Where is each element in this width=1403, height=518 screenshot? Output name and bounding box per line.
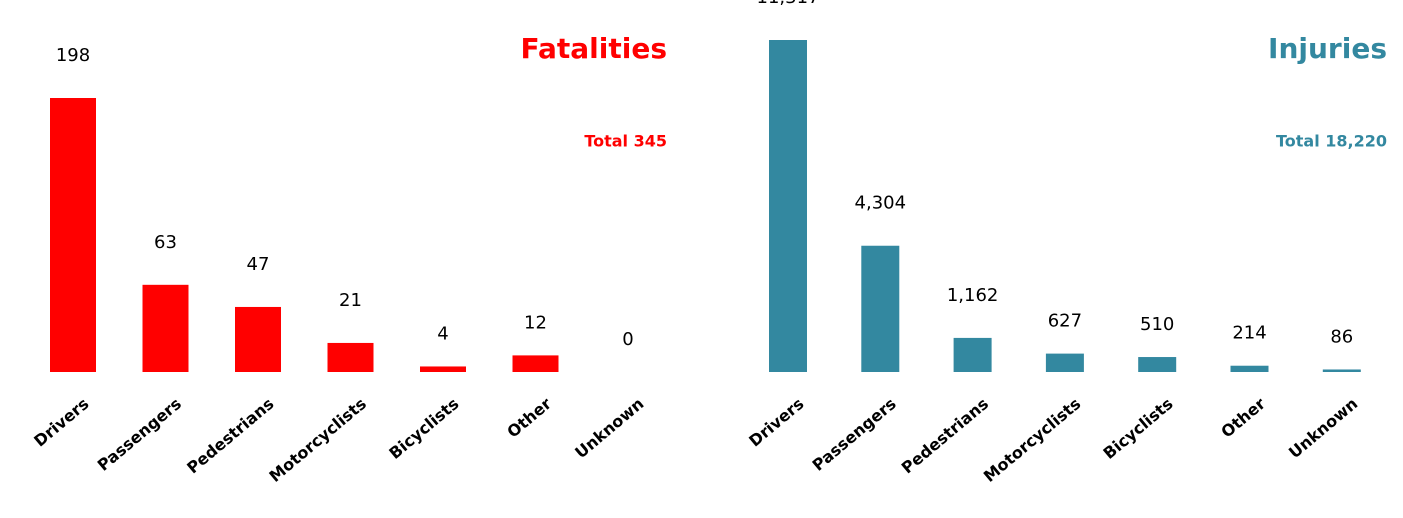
value-label: 47 [247,254,270,275]
x-tick-label: Bicyclists [385,394,462,463]
annotation: Total 345 [584,132,667,151]
value-label: 11,317 [757,0,820,8]
bar [861,245,900,372]
value-label: 63 [154,232,177,253]
x-tick-label: Motorcyclists [265,394,370,486]
bar [1138,357,1177,372]
value-label: 0 [622,329,633,350]
x-tick-label: Other [503,394,555,442]
bar [50,98,96,372]
x-tick-label: Other [1217,394,1269,442]
bar [235,306,281,372]
value-label: 4,304 [855,193,907,214]
value-label: 198 [56,45,90,66]
bar [142,284,189,372]
value-label: 21 [339,290,362,311]
value-label: 86 [1330,326,1353,347]
bar [420,366,466,372]
x-tick-label: Pedestrians [898,394,992,477]
x-tick-label: Bicyclists [1100,394,1177,463]
value-label: 4 [437,323,448,344]
x-tick-label: Drivers [745,394,807,451]
chart-title: Injuries [1268,32,1387,65]
x-tick-label: Unknown [571,394,647,462]
x-tick-label: Unknown [1285,394,1361,462]
bar [769,40,807,372]
x-tick-label: Motorcyclists [980,394,1085,486]
x-tick-label: Passengers [94,394,185,475]
chart-title: Fatalities [521,32,668,65]
bar [1045,353,1084,372]
bar [953,337,992,372]
value-label: 214 [1232,323,1266,344]
bar [327,342,374,372]
x-tick-label: Passengers [809,394,900,475]
x-tick-label: Pedestrians [183,394,277,477]
x-tick-label: Drivers [30,394,92,451]
value-label: 12 [524,312,547,333]
value-label: 510 [1140,314,1174,335]
bar [1322,369,1361,372]
bar [512,355,559,372]
value-label: 1,162 [947,285,999,306]
value-label: 627 [1048,311,1082,332]
bar [1230,365,1269,372]
annotation: Total 18,220 [1276,132,1387,151]
